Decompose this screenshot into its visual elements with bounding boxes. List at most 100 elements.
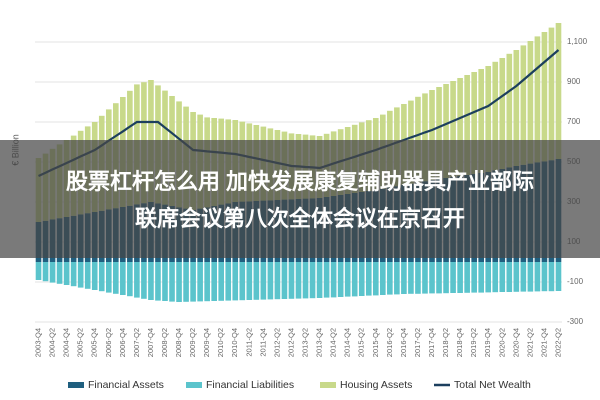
bar-segment xyxy=(457,262,463,293)
bar-segment xyxy=(42,262,49,282)
x-tick-label: 2006-Q2 xyxy=(104,328,113,357)
banner-text: 股票杠杆怎么用 加快发展康复辅助器具产业部际 xyxy=(66,169,534,194)
x-tick-label: 2018-Q2 xyxy=(441,328,450,357)
x-tick-label: 2010-Q2 xyxy=(216,328,225,357)
legend-swatch xyxy=(186,382,202,388)
bar-segment xyxy=(422,262,428,294)
bar-segment xyxy=(478,262,485,293)
bar-segment xyxy=(541,262,548,292)
bar-segment xyxy=(499,262,506,292)
legend-label: Total Net Wealth xyxy=(454,379,531,391)
bar-segment xyxy=(548,262,555,292)
bar-segment xyxy=(415,96,421,183)
bar-segment xyxy=(555,262,562,291)
bar-segment xyxy=(267,262,274,300)
x-tick-label: 2009-Q2 xyxy=(188,328,197,357)
x-tick-label: 2011-Q4 xyxy=(258,328,267,357)
x-tick-label: 2020-Q4 xyxy=(511,328,520,357)
bar-segment xyxy=(394,262,400,295)
legend-label: Financial Liabilities xyxy=(206,379,294,391)
bar-segment xyxy=(330,262,337,298)
bar-segment xyxy=(478,69,485,173)
bar-segment xyxy=(555,23,562,159)
bar-segment xyxy=(204,262,210,302)
bar-segment xyxy=(401,262,407,294)
bar-segment xyxy=(105,262,112,293)
x-tick-label: 2015-Q2 xyxy=(357,328,366,357)
bar-segment xyxy=(436,87,442,179)
bar-segment xyxy=(408,262,414,294)
bar-segment xyxy=(232,262,239,301)
bar-segment xyxy=(358,262,365,296)
x-tick-label: 2007-Q4 xyxy=(146,328,155,357)
bar-segment xyxy=(70,262,77,287)
bar-segment xyxy=(169,262,175,302)
bar-segment xyxy=(281,262,288,299)
banner-background xyxy=(0,140,600,258)
bar-segment xyxy=(176,262,182,302)
x-tick-label: 2010-Q4 xyxy=(230,328,239,357)
y-tick-label: 1,100 xyxy=(567,37,588,46)
bar-segment xyxy=(513,50,520,166)
bar-segment xyxy=(534,262,541,292)
bar-segment xyxy=(246,262,253,300)
bar-segment xyxy=(485,66,492,172)
x-tick-label: 2014-Q2 xyxy=(329,328,338,357)
bar-segment xyxy=(323,262,330,298)
bar-segment xyxy=(337,262,344,297)
bar-segment xyxy=(253,262,260,300)
bar-segment xyxy=(506,262,513,292)
bar-segment xyxy=(155,262,161,301)
x-tick-label: 2012-Q2 xyxy=(272,328,281,357)
bar-segment xyxy=(485,262,492,293)
y-tick-label: -100 xyxy=(567,277,584,286)
bar-segment xyxy=(218,262,225,301)
bar-segment xyxy=(520,262,527,292)
x-tick-label: 2013-Q4 xyxy=(315,328,324,357)
bar-segment xyxy=(197,262,203,302)
bar-segment xyxy=(162,262,168,301)
bar-segment xyxy=(527,41,534,164)
x-tick-label: 2005-Q4 xyxy=(90,328,99,357)
bar-segment xyxy=(443,84,449,178)
bar-segment xyxy=(302,262,309,299)
bar-segment xyxy=(471,262,477,293)
bar-segment xyxy=(380,262,386,295)
bar-segment xyxy=(492,262,499,293)
bar-segment xyxy=(49,262,56,283)
bar-segment xyxy=(372,262,379,296)
bar-segment xyxy=(520,45,527,165)
x-tick-label: 2020-Q2 xyxy=(497,328,506,357)
x-tick-label: 2015-Q4 xyxy=(371,328,380,357)
bar-segment xyxy=(211,262,217,301)
x-tick-label: 2007-Q2 xyxy=(132,328,141,357)
bar-segment xyxy=(190,262,196,302)
bar-segment xyxy=(351,262,358,297)
bar-segment xyxy=(499,58,506,169)
bar-segment xyxy=(141,262,147,299)
bar-segment xyxy=(443,262,449,294)
x-tick-label: 2016-Q4 xyxy=(399,328,408,357)
bar-segment xyxy=(471,72,477,174)
bar-segment xyxy=(429,262,435,294)
x-tick-label: 2019-Q2 xyxy=(469,328,478,357)
bar-segment xyxy=(274,262,281,300)
bar-segment xyxy=(98,262,105,292)
bar-segment xyxy=(365,262,372,296)
bar-segment xyxy=(548,27,555,161)
x-tick-label: 2011-Q2 xyxy=(244,328,253,357)
bar-segment xyxy=(134,262,140,298)
bar-segment xyxy=(77,262,84,288)
bar-segment xyxy=(450,262,456,293)
bar-segment xyxy=(91,262,98,290)
bar-segment xyxy=(288,262,295,299)
x-tick-label: 2021-Q4 xyxy=(539,328,548,357)
x-tick-label: 2004-Q2 xyxy=(48,328,57,357)
bar-segment xyxy=(309,262,316,299)
y-tick-label: 900 xyxy=(567,77,581,86)
x-tick-label: 2016-Q2 xyxy=(385,328,394,357)
bar-segment xyxy=(344,262,351,297)
legend-swatch xyxy=(320,382,336,388)
x-tick-label: 2022-Q2 xyxy=(553,328,562,357)
